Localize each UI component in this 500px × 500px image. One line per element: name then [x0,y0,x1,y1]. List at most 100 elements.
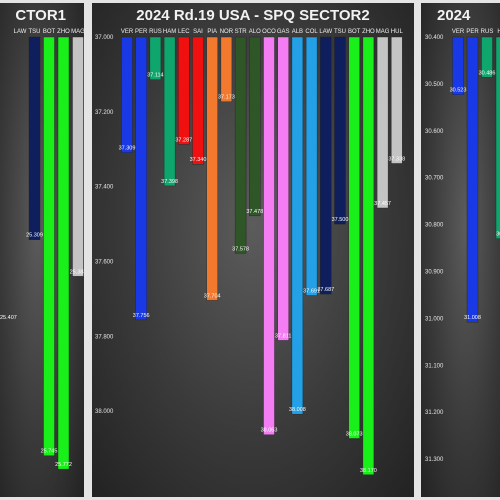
data-label: 37.704 [204,293,221,299]
y-tick-label: 31.100 [425,363,444,369]
bar [121,36,133,153]
category-label: BOT [348,29,361,35]
category-label: RUS [481,29,494,35]
category-label: ALB [292,29,303,35]
bar [495,36,500,239]
y-tick-label: 30.400 [425,35,444,41]
bar [334,36,346,225]
bar [452,36,464,95]
category-label: TSU [29,29,41,35]
y-tick-label: 37.600 [95,260,114,266]
data-label: 37.457 [374,201,391,207]
sector3-chart-title: 2024 [437,7,471,24]
data-label: 38.008 [289,407,306,413]
data-label: 37.309 [119,146,136,152]
bar [291,36,304,415]
bar [320,36,332,295]
bar [362,36,375,475]
y-tick-label: 37.200 [95,110,114,116]
data-label: 37.811 [275,333,291,339]
data-label: 30.486 [479,70,496,76]
bar [206,36,218,301]
data-label: 30.8 [496,232,500,238]
y-tick-label: 37.400 [95,185,114,191]
category-label: RUS [149,29,162,35]
sector2-chart-svg: 37.000 37.200 37.400 37.600 37.800 38.000 VER 3… [95,29,405,475]
category-label: GAS [277,29,290,35]
data-label: 37.114 [147,73,163,79]
data-label: 37.756 [133,313,150,319]
data-label: 38.170 [360,468,377,474]
bar [263,36,275,435]
data-label: 37.173 [218,95,235,101]
category-label: HUL [391,29,404,35]
bar [376,36,389,209]
sector2-chart-title: 2024 Rd.19 USA - SPQ SECTOR2 [136,7,370,24]
bar [305,36,318,296]
bar [178,36,190,145]
category-label: HA [497,29,500,35]
sector1-chart-title: CTOR1 [15,7,66,24]
category-label: ALO [249,29,261,35]
category-label: LAW [319,29,332,35]
sector1-chart-svg: LAWTSU25.309BOT25.745ZHO25.772MAG25.383H… [0,29,84,470]
category-label: ZHO [362,29,375,35]
category-label: LEC [178,29,190,35]
y-tick-label: 30.700 [425,176,444,182]
data-label: 37.691 [303,289,320,295]
category-label: PIA [207,29,217,35]
data-label: 25.309 [26,233,43,239]
data-label: 25.383 [70,269,84,275]
bar [481,36,493,78]
data-label: 25.745 [41,449,58,455]
category-label: MAG [71,29,84,35]
bar [391,36,403,164]
category-label: OCO [262,29,276,35]
category-label: VER [452,29,465,35]
data-label: 38.063 [261,428,278,434]
category-label: ZHO [57,29,70,35]
bar [192,36,204,165]
y-tick-label: 31.300 [425,457,444,463]
bar [72,36,84,277]
bar [28,36,41,240]
data-label: 31.008 [464,315,481,321]
data-label: 37.287 [175,137,192,143]
data-label: 37.478 [246,209,263,215]
sector3-chart-panel: 2024 30.400 30.500 30.600 30.700 30.800 30.90… [421,3,500,497]
bar [234,36,247,254]
bar [249,36,261,217]
data-label: 37.578 [232,246,249,252]
category-label: PER [466,29,479,35]
category-label: BOT [43,29,56,35]
y-tick-label: 30.600 [425,129,444,135]
data-label: 37.398 [161,179,178,185]
category-label: VER [121,29,134,35]
y-tick-label: 30.800 [425,223,444,229]
data-label: 30.523 [450,88,467,94]
bar [43,36,55,456]
category-label: HAM [163,29,176,35]
sector3-chart-svg: 30.400 30.500 30.600 30.700 30.800 30.900 31.0… [425,29,500,463]
y-tick-label: 37.000 [95,35,114,41]
category-label: SAI [193,29,203,35]
bar [57,36,70,470]
data-label: 25.407 [0,315,17,321]
bar [277,36,289,341]
sector2-chart-panel: 2024 Rd.19 USA - SPQ SECTOR2 37.000 37.20… [92,3,414,497]
bar [163,36,176,187]
bar [220,36,233,102]
y-tick-label: 30.900 [425,270,444,276]
data-label: 37.687 [317,287,334,293]
bar [466,36,479,323]
bar [135,36,147,321]
category-label: LAW [14,29,27,35]
category-label: COL [305,29,318,35]
category-label: PER [135,29,148,35]
bar [348,36,360,439]
bar [149,36,162,80]
category-label: TSU [334,29,346,35]
sector1-chart-panel: CTOR1 LAW TSU 25.309 BOT 25.745 ZHO 25.772 MAG 2… [0,3,84,497]
category-label: NOR [220,29,234,35]
y-tick-label: 31.200 [425,410,444,416]
